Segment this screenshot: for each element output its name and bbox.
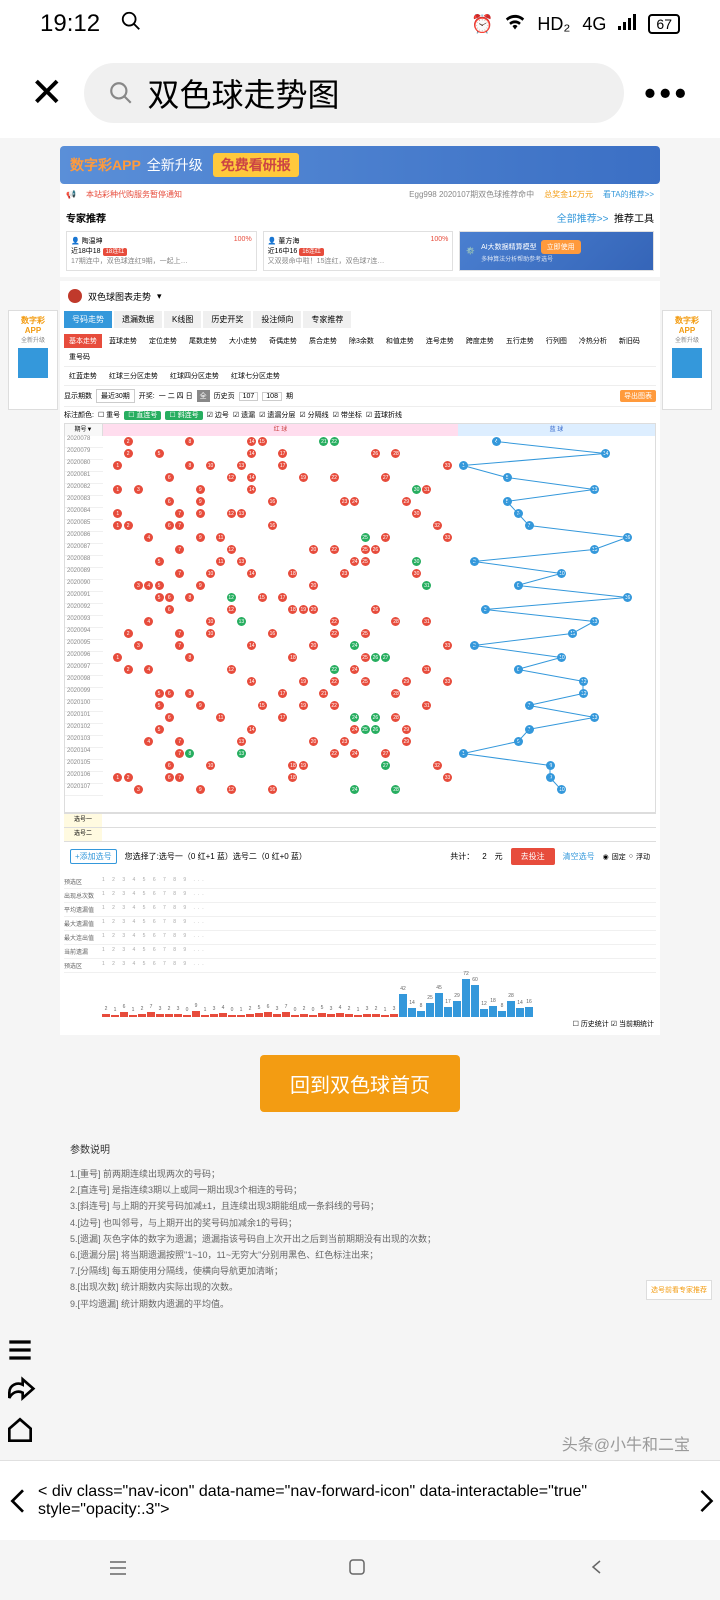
rec-all-link[interactable]: 全部推荐>>	[557, 214, 609, 225]
system-nav	[0, 1540, 720, 1600]
clear-bet-link[interactable]: 清空选号	[563, 851, 595, 862]
signal-icon	[618, 14, 636, 35]
hd-label: HD₂	[537, 14, 570, 35]
nav-back-icon[interactable]	[0, 1481, 38, 1521]
promo-banner[interactable]: 数字彩APP 全新升级 免费看研报	[60, 146, 660, 184]
notice-left[interactable]: 本站彩种代购服务暂停通知	[86, 189, 182, 200]
close-icon[interactable]: ✕	[30, 70, 64, 116]
stats-area: 预选区 1 2 3 4 5 6 7 8 9 ...出现总次数 1 2 3 4 5…	[64, 871, 656, 977]
net-label: 4G	[582, 14, 606, 35]
banner-tag: 全新升级	[147, 155, 203, 175]
red-header: 红 球	[103, 424, 458, 436]
trend-chart: 期号▼ 红 球 蓝 球 2020078202007920200802020081…	[64, 423, 656, 813]
sys-recent-icon[interactable]	[108, 1558, 132, 1582]
banner-highlight: 免费看研报	[213, 153, 299, 177]
search-icon	[120, 10, 142, 39]
notice-mid: Egg998 2020107期双色球推荐命中	[409, 189, 534, 200]
blue-header: 蓝 球	[458, 424, 655, 436]
chart-area: 双色球图表走势 ▾ 号码走势遗漏数据K线图历史开奖投注倾向专家推荐 基本走势蓝球…	[60, 281, 660, 1035]
rec-ai-card[interactable]: ⚙️ AI大数据精算模型立即使用 多种算法分析帮助参考选号	[459, 231, 654, 271]
period-header: 期号▼	[65, 424, 103, 436]
bar-chart: 2161273230913401256370205342132134214825…	[64, 977, 656, 1017]
tab-0[interactable]: 号码走势	[64, 311, 112, 328]
sub-tabs: 基本走势蓝球走势定位走势尾数走势大小走势奇偶走势质合走势除3余数和值走势连号走势…	[64, 332, 656, 366]
search-box[interactable]: 双色球走势图	[84, 63, 625, 123]
select-row: 选号一	[64, 813, 656, 827]
chevron-down-icon: ▾	[157, 291, 162, 302]
more-icon[interactable]: •••	[644, 75, 690, 112]
battery-indicator: 67	[648, 14, 680, 34]
rec-card[interactable]: 👤 董方海100% 近16中16 16连红 又双叕命中啦！15连红，双色球7连…	[263, 231, 454, 271]
add-bet-button[interactable]: +添加选号	[70, 849, 117, 864]
nav-share-icon[interactable]	[0, 1370, 40, 1410]
rec-tools: 推荐工具	[614, 214, 654, 225]
status-bar: 19:12 ⏰ HD₂ 4G 67	[0, 0, 720, 48]
rec-title: 专家推荐	[66, 210, 106, 225]
recommend-section: 专家推荐 全部推荐>> 推荐工具 👤 陶温坤100% 近18中18 18连红 1…	[60, 204, 660, 277]
nav-menu-icon[interactable]	[0, 1330, 40, 1370]
page-content: 数字彩APP 全新升级 免费看研报 📢 本站彩种代购服务暂停通知 Egg998 …	[0, 138, 720, 1330]
export-button[interactable]: 导出图表	[620, 390, 656, 402]
wifi-icon	[505, 14, 525, 35]
rec-card[interactable]: 👤 陶温坤100% 近18中18 18连红 17期连中，双色球连红9期，一起上…	[66, 231, 257, 271]
banner-brand: 数字彩APP	[70, 155, 141, 175]
sub-tabs-2: 红蓝走势红球三分区走势红球四分区走势红球七分区走势	[64, 366, 656, 385]
side-ad-right[interactable]: 数字彩 APP 全新升级	[662, 310, 712, 410]
nav-home-icon[interactable]	[0, 1410, 40, 1450]
notice-link[interactable]: 看TA的推荐>>	[603, 189, 654, 200]
tab-4[interactable]: 投注倾向	[253, 311, 301, 328]
bottom-nav: < div class="nav-icon" data-name="nav-fo…	[0, 1460, 720, 1540]
watermark: 头条@小牛和二宝	[562, 1431, 690, 1455]
tab-3[interactable]: 历史开奖	[203, 311, 251, 328]
search-query: 双色球走势图	[148, 70, 340, 116]
alarm-icon: ⏰	[471, 14, 493, 35]
tab-5[interactable]: 专家推荐	[303, 311, 351, 328]
filter-row: 显示期数 最近30期 开奖:一 二 四 日 全 历史页 107 108 期 导出…	[64, 385, 656, 406]
tab-1[interactable]: 遗漏数据	[114, 311, 162, 328]
side-ad-left[interactable]: 数字彩 APP 全新升级	[8, 310, 58, 410]
notice-bar: 📢 本站彩种代购服务暂停通知 Egg998 2020107期双色球推荐命中 总奖…	[60, 184, 660, 204]
select-row: 选号二	[64, 827, 656, 841]
sys-home-icon[interactable]	[348, 1558, 372, 1582]
tab-2[interactable]: K线图	[164, 311, 201, 328]
params-section: 参数说明 1.[重号] 前两期连续出现两次的号码；2.[直连号] 是指连续3期以…	[60, 1132, 660, 1322]
search-icon	[108, 80, 134, 106]
float-tag[interactable]: 选号前看专家推荐	[646, 1280, 712, 1300]
search-header: ✕ 双色球走势图 •••	[0, 48, 720, 138]
main-tabs: 号码走势遗漏数据K线图历史开奖投注倾向专家推荐	[64, 311, 656, 328]
bet-row: +添加选号 您选择了:选号一（0 红+1 蓝）选号二（0 红+0 蓝） 共计： …	[64, 841, 656, 871]
notice-prize: 总奖金12万元	[544, 189, 593, 200]
chart-dropdown[interactable]: 双色球图表走势 ▾	[64, 285, 656, 307]
status-time: 19:12	[40, 10, 100, 38]
sys-back-icon[interactable]	[588, 1558, 612, 1582]
marker-row: 标注颜色: ☐ 重号☐ 直连号☐ 斜连号☑ 边号☑ 遗漏☑ 遗漏分层☑ 分隔线☑…	[64, 406, 656, 423]
submit-bet-button[interactable]: 去投注	[511, 848, 555, 865]
back-home-button[interactable]: 回到双色球首页	[260, 1055, 460, 1112]
